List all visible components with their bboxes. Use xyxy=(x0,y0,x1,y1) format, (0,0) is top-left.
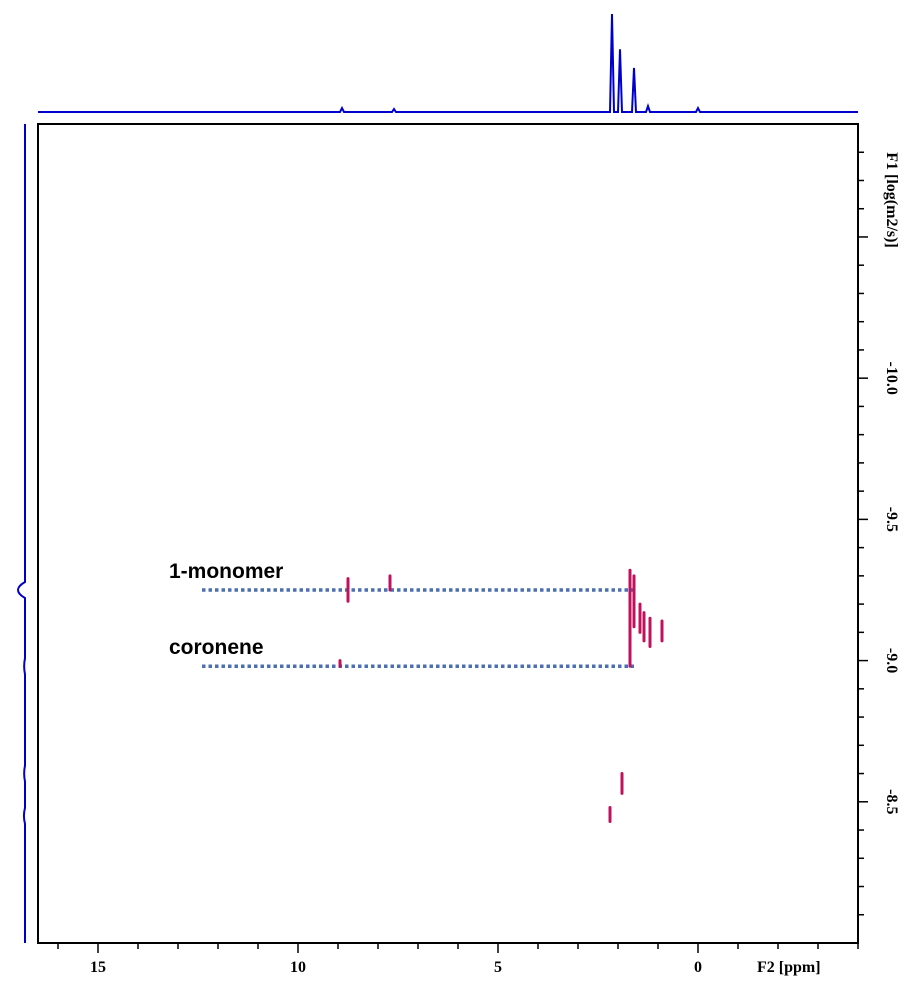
y-tick-label: -10.0 xyxy=(883,362,900,395)
plot-frame xyxy=(37,123,859,944)
f1-projection-spectrum xyxy=(17,124,26,943)
x-tick-label: 0 xyxy=(694,959,702,976)
y-axis-title: F1 [log(m2/s)] xyxy=(883,152,900,248)
x-tick-label: 5 xyxy=(494,959,502,976)
y-axis-ticks: -10.0 -9.5 -9.0 -8.5 xyxy=(858,151,900,916)
f2-projection-spectrum xyxy=(38,13,858,113)
f2-projection-trace xyxy=(38,13,858,113)
x-tick-label: 10 xyxy=(290,959,306,976)
f1-projection-trace xyxy=(17,124,26,943)
x-axis-title: F2 [ppm] xyxy=(757,959,821,976)
y-tick-label: -9.5 xyxy=(883,507,900,532)
x-axis-ticks: 15 10 5 0 xyxy=(57,943,859,976)
y-tick-label: -8.5 xyxy=(883,789,900,814)
y-tick-label: -9.0 xyxy=(883,648,900,673)
annotation-label-1-monomer: 1-monomer xyxy=(169,560,283,583)
annotation-lines xyxy=(202,588,634,668)
peak-contours xyxy=(338,568,664,824)
x-tick-label: 15 xyxy=(90,959,106,976)
annotation-label-coronene: coronene xyxy=(169,636,264,659)
